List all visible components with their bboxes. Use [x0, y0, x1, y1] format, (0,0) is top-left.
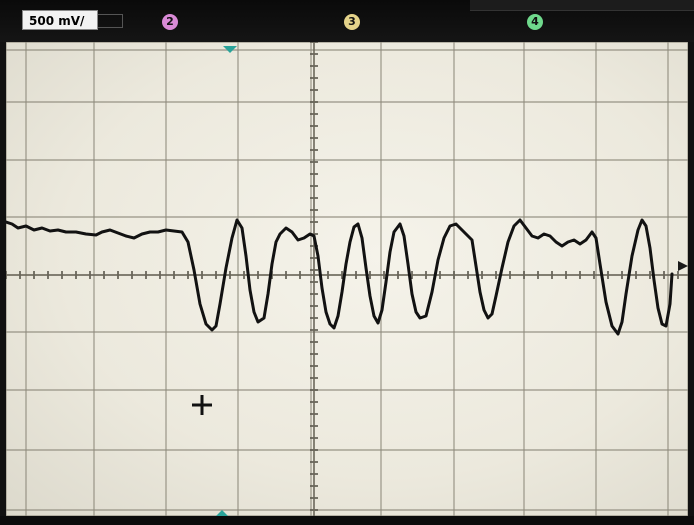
channel-1-scale-frame — [98, 14, 123, 28]
oscilloscope-screen — [6, 42, 688, 516]
scope-status-bar: 500 mV/ 2 3 4 — [0, 0, 694, 42]
channel-3-badge[interactable]: 3 — [344, 14, 360, 30]
channel-1-waveform — [6, 218, 674, 336]
channel-1-scale-readout[interactable]: 500 mV/ — [22, 10, 98, 30]
graticule-grid — [6, 42, 688, 516]
bottom-position-marker-icon — [216, 510, 228, 516]
scope-bottom-bezel — [0, 516, 694, 525]
waveform-display — [6, 42, 688, 516]
channel-4-badge[interactable]: 4 — [527, 14, 543, 30]
trigger-position-marker-icon[interactable] — [223, 46, 237, 53]
channel-2-badge[interactable]: 2 — [162, 14, 178, 30]
graticule-center-ticks — [6, 42, 688, 516]
top-right-panel — [470, 0, 694, 11]
cursor-crosshair-icon[interactable] — [192, 395, 212, 415]
channel-ground-marker-icon[interactable] — [678, 261, 688, 271]
